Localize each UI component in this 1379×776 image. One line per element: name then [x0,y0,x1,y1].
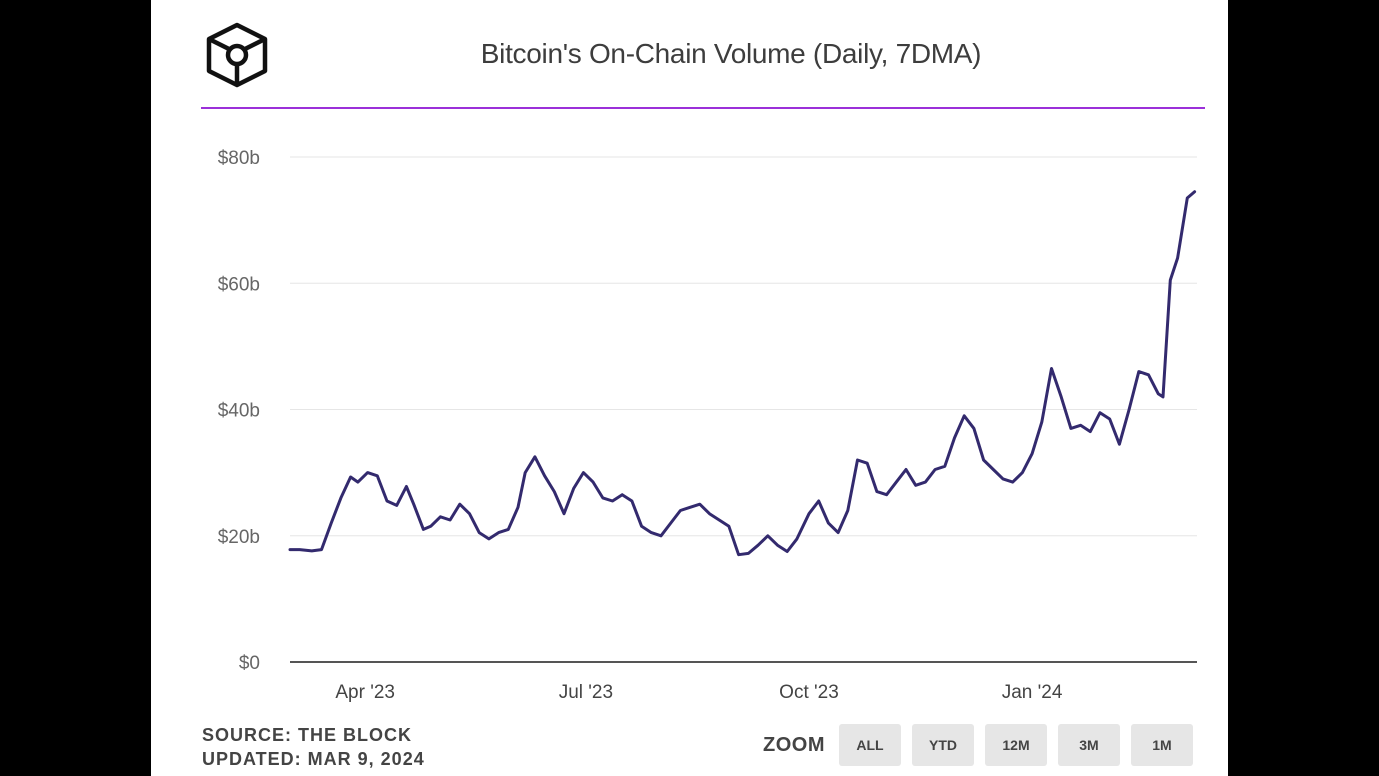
y-axis: $0 $20b $40b $60b $80b [218,148,260,674]
zoom-3m-button[interactable]: 3M [1058,724,1120,766]
gridlines [290,156,1197,663]
zoom-12m-button[interactable]: 12M [985,724,1047,766]
zoom-ytd-button[interactable]: YTD [912,724,974,766]
zoom-all-button[interactable]: ALL [839,724,901,766]
x-tick-label: Apr '23 [335,682,395,703]
x-tick-label: Jul '23 [559,682,613,703]
chart-title: Bitcoin's On-Chain Volume (Daily, 7DMA) [480,38,982,69]
y-tick-label: $0 [239,653,260,674]
title-divider [201,107,1205,109]
y-tick-label: $60b [218,274,260,295]
y-tick-label: $80b [218,148,260,169]
x-tick-label: Oct '23 [779,682,839,703]
line-chart[interactable]: $0 $20b $40b $60b $80b Apr '23 Jul '23 Oct '23… [151,0,1228,776]
y-tick-label: $40b [218,401,260,422]
updated-text: UPDATED: MAR 9, 2024 [202,749,425,769]
chart-panel: Bitcoin's On-Chain Volume (Daily, 7DMA) … [151,0,1228,776]
x-axis: Apr '23 Jul '23 Oct '23 Jan '24 [335,682,1062,703]
the-block-cube-logo-icon [206,22,268,88]
y-tick-label: $20b [218,527,260,548]
footer-source: SOURCE: THE BLOCK UPDATED: MAR 9, 2024 [202,723,425,771]
zoom-1m-button[interactable]: 1M [1131,724,1193,766]
source-text: SOURCE: THE BLOCK [202,725,412,745]
x-tick-label: Jan '24 [1002,682,1063,703]
series-line-onchain-volume[interactable] [288,190,1197,557]
zoom-controls: ZOOM ALL YTD 12M 3M 1M [763,724,1204,766]
zoom-label: ZOOM [763,733,825,756]
